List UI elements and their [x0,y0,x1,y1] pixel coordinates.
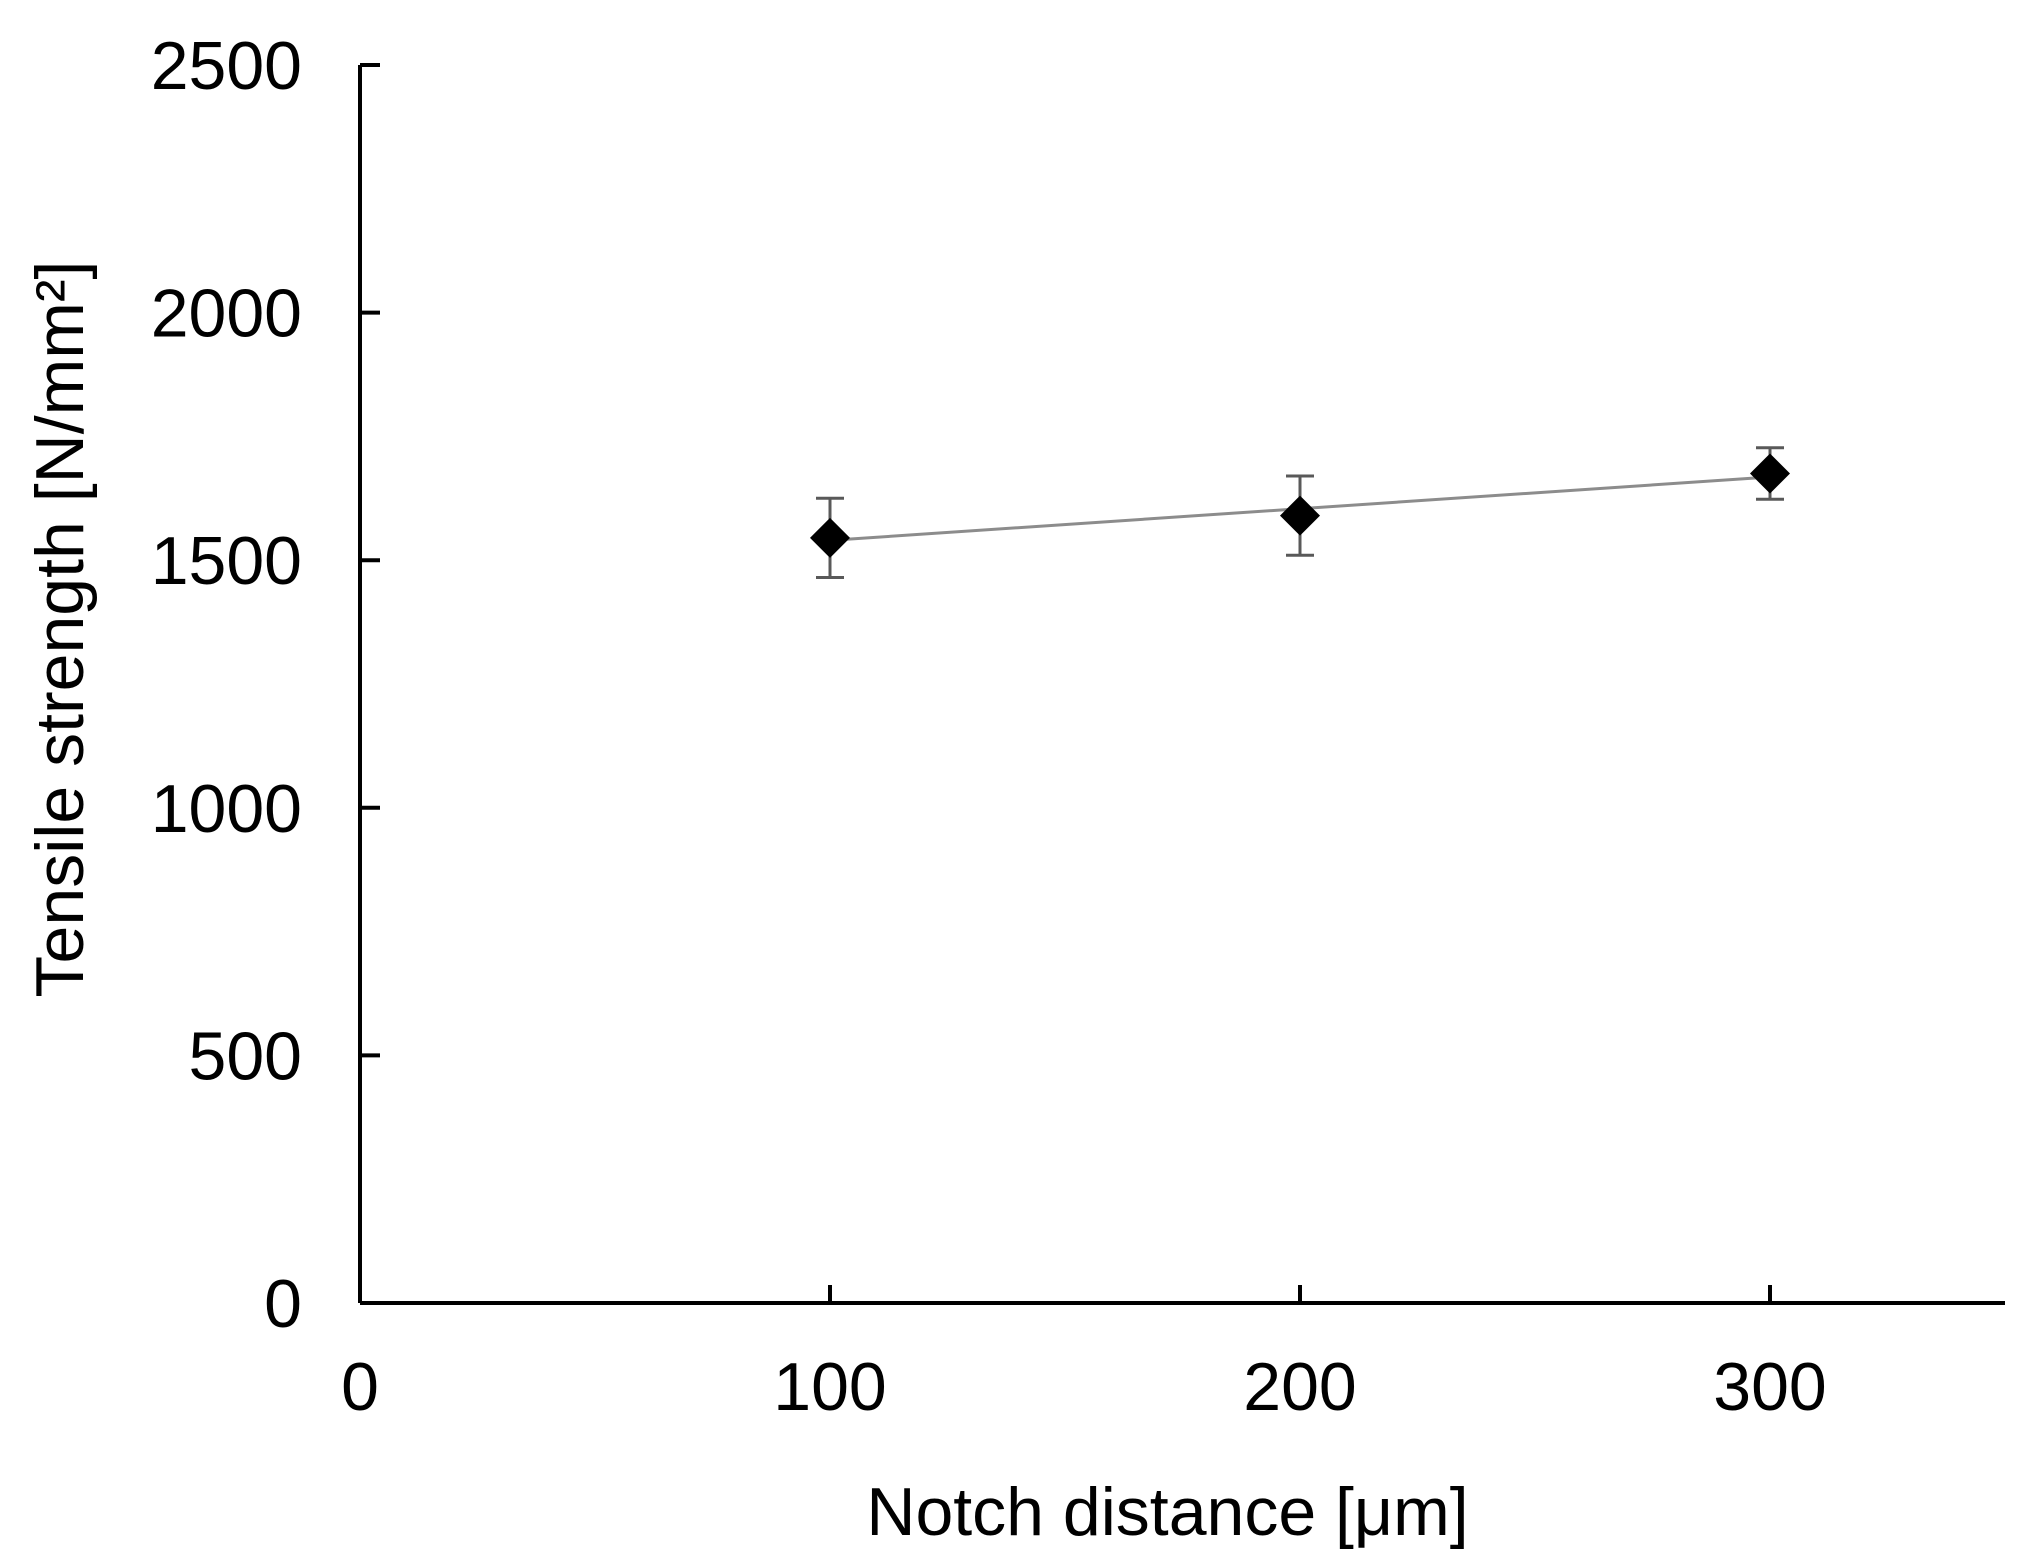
x-tick-label: 0 [341,1349,379,1425]
y-axis-title: Tensile strength [N/mm²] [22,261,98,998]
y-tick-label: 1000 [151,771,302,847]
data-point [810,517,850,558]
y-tick-label: 500 [189,1018,302,1094]
x-tick-label: 100 [773,1349,886,1425]
x-tick-label: 200 [1243,1349,1356,1425]
y-tick-label: 1500 [151,523,302,599]
data-point [1750,453,1790,494]
x-tick-label: 300 [1713,1349,1826,1425]
y-tick-label: 2500 [151,28,302,104]
data-point [1280,495,1320,536]
plot-area: 0 500 1000 1500 2000 2500 0 100 200 300 [151,28,2005,1425]
y-tick-label: 0 [264,1266,302,1342]
y-tick-label: 2000 [151,276,302,352]
x-axis-title: Notch distance [μm] [866,1474,1468,1550]
